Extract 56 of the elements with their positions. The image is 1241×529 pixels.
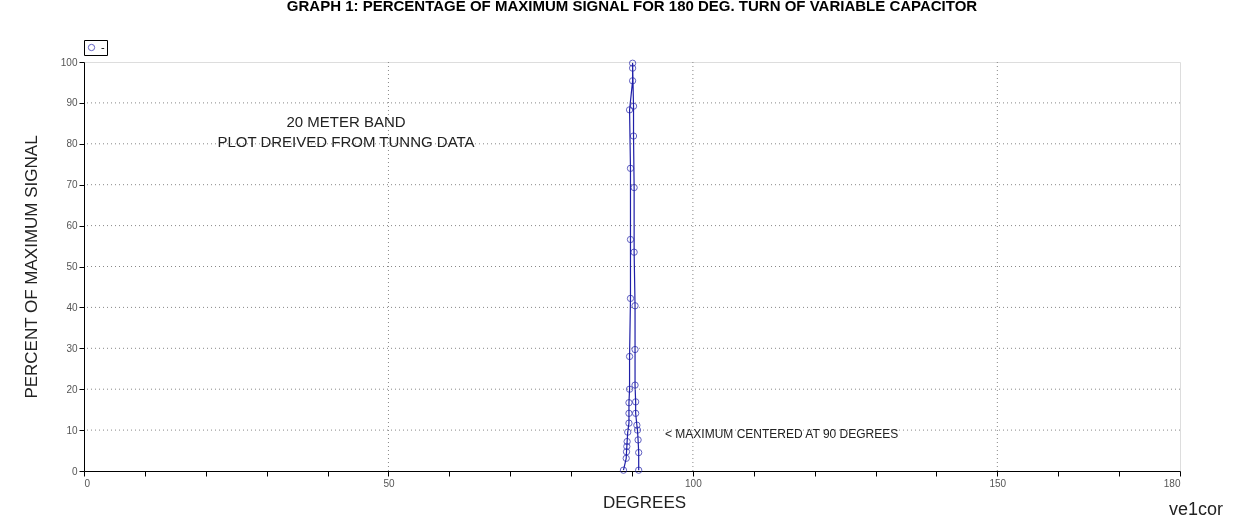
point (628, 64, 637, 72)
point (623, 442, 631, 451)
point (622, 448, 631, 456)
point (635, 466, 643, 474)
y-tick-label: 50 (66, 261, 78, 272)
point (625, 352, 634, 361)
point (630, 248, 638, 256)
y-tick-label: 20 (66, 383, 78, 395)
point (628, 59, 637, 67)
chart-title: GRAPH 1: PERCENTAGE OF MAXIMUM SIGNAL FOR 180 DEG. TURN OF VARIABLE CAPACITOR (286, 0, 978, 14)
point (631, 409, 640, 417)
x-tick-label: 0 (84, 477, 91, 489)
point (634, 436, 642, 444)
y-tick-label: 30 (66, 342, 78, 354)
y-tick-label: 40 (66, 301, 78, 313)
x-tick-label: 150 (989, 477, 1007, 489)
point (623, 437, 631, 446)
point (631, 345, 639, 354)
y-tick-label: 100 (60, 56, 78, 68)
y-tick-label: 70 (66, 179, 78, 191)
y-tick-label: 60 (66, 220, 78, 232)
annotation: < MAXIMUM CENTERED AT 90 DEGREES (665, 427, 899, 441)
x-axis-title: DEGREES (602, 492, 687, 512)
point (625, 409, 633, 417)
annotation: 20 METER BAND (286, 113, 406, 130)
legend-label: - (101, 40, 105, 53)
point (622, 454, 630, 462)
point (631, 302, 639, 310)
point (625, 106, 634, 114)
point (629, 102, 638, 110)
x-tick-label: 180 (1163, 477, 1181, 489)
point (626, 235, 635, 244)
y-tick-label: 10 (66, 424, 78, 436)
point (629, 132, 638, 140)
point (631, 381, 639, 389)
y-axis-title: PERCENT OF MAXIMUM SIGNAL (21, 135, 41, 399)
point (626, 294, 635, 303)
x-tick-label: 100 (685, 477, 703, 489)
point (624, 428, 632, 436)
y-tick-label: 80 (66, 138, 78, 150)
point (626, 164, 635, 172)
point (619, 466, 628, 474)
point (633, 426, 642, 434)
point (630, 183, 638, 192)
y-tick-label: 0 (71, 465, 78, 477)
point (628, 77, 637, 85)
x-tick-label: 50 (383, 477, 395, 489)
point (635, 448, 643, 457)
annotation: PLOT DREIVED FROM TUNNG DATA (217, 133, 475, 150)
y-tick-label: 90 (66, 97, 78, 109)
point (625, 399, 633, 407)
text: ve1cor (1168, 499, 1224, 519)
point (633, 421, 641, 429)
point (631, 398, 640, 406)
point (625, 419, 633, 427)
point (625, 385, 634, 393)
